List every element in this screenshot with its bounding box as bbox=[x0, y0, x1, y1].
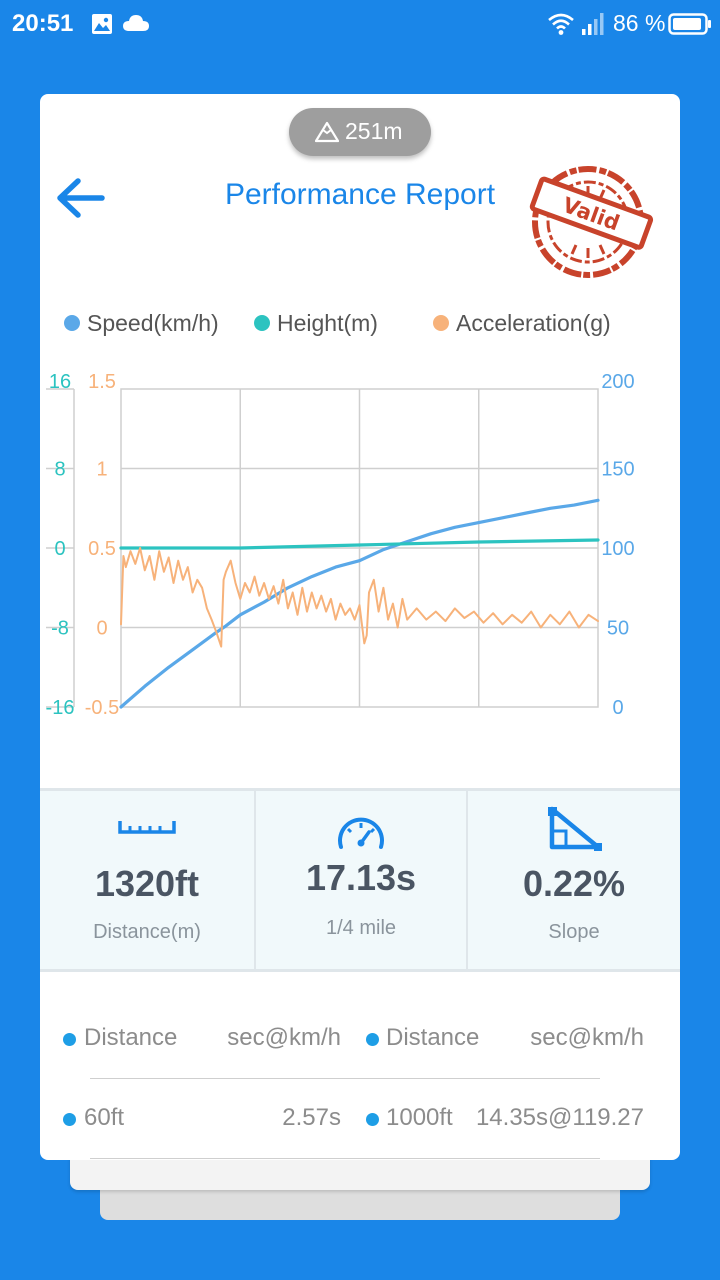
split-left-value: 2.57s bbox=[282, 1104, 341, 1131]
legend-dot-height bbox=[254, 315, 270, 331]
altitude-value: 251m bbox=[345, 118, 403, 144]
splits-header-row: Distance sec@km/h Distance sec@km/h bbox=[40, 1018, 680, 1058]
bullet-icon bbox=[63, 1033, 76, 1046]
legend-label-speed: Speed(km/h) bbox=[87, 309, 219, 336]
cloud-icon bbox=[123, 15, 149, 31]
chart-series-acceleration bbox=[120, 547, 599, 648]
splits-header-right-name: Distance bbox=[386, 1024, 480, 1051]
chart-tick-label-speed: 150 bbox=[601, 459, 634, 481]
chart-tick-label-acceleration: -0.5 bbox=[85, 697, 119, 719]
split-left-name: 60ft bbox=[84, 1104, 125, 1131]
chart-tick-label-acceleration: 0 bbox=[96, 618, 107, 640]
chart-tick-label-acceleration: 1.5 bbox=[88, 371, 116, 393]
slope-icon bbox=[548, 806, 602, 851]
legend-label-acceleration: Acceleration(g) bbox=[456, 309, 611, 336]
stat-slope-value: 0.22% bbox=[522, 863, 626, 904]
arrow-left-icon bbox=[57, 178, 105, 218]
speedometer-icon bbox=[338, 817, 384, 849]
chart-tick-label-acceleration: 0.5 bbox=[88, 538, 116, 560]
chart-tick-label-height: -8 bbox=[51, 618, 69, 640]
chart-tick-label-height: 0 bbox=[54, 538, 65, 560]
chart-tick-label-speed: 0 bbox=[612, 697, 623, 719]
stat-quarter-mile: 17.13s 1/4 mile bbox=[256, 791, 468, 969]
signal-icon bbox=[582, 13, 604, 35]
battery-icon bbox=[668, 13, 711, 35]
legend-height[interactable]: Height(m) bbox=[254, 308, 378, 338]
splits-header-left-value: sec@km/h bbox=[227, 1024, 341, 1051]
chart-series-height bbox=[119, 538, 600, 550]
legend-label-height: Height(m) bbox=[277, 309, 378, 336]
chart-series-speed bbox=[119, 498, 600, 709]
bullet-icon bbox=[366, 1113, 379, 1126]
split-right-value: 14.35s@119.27 bbox=[475, 1104, 644, 1131]
wifi-icon bbox=[548, 13, 574, 35]
gallery-icon bbox=[92, 14, 112, 34]
back-button[interactable] bbox=[54, 176, 110, 220]
bullet-icon bbox=[366, 1033, 379, 1046]
stat-slope: 0.22% Slope bbox=[468, 791, 680, 969]
splits-header-left-name: Distance bbox=[84, 1024, 178, 1051]
status-bar: 20:51 86 % bbox=[0, 0, 720, 48]
chart-tick-label-height: 8 bbox=[54, 459, 65, 481]
stat-quarter-mile-value: 17.13s bbox=[305, 857, 417, 898]
stat-distance-label: Distance(m) bbox=[93, 921, 201, 943]
chart-tick-label-acceleration: 1 bbox=[96, 459, 107, 481]
status-time: 20:51 bbox=[12, 10, 74, 37]
stats-panel: 1320ft Distance(m) 17.13s 1/4 mile 0 bbox=[40, 788, 680, 972]
legend-dot-acceleration bbox=[433, 315, 449, 331]
chart-tick-label-height: -16 bbox=[46, 697, 75, 719]
report-card: 251m Performance Report Valid Speed(km/h… bbox=[40, 94, 680, 1160]
legend-dot-speed bbox=[64, 315, 80, 331]
bullet-icon bbox=[63, 1113, 76, 1126]
splits-header-right-value: sec@km/h bbox=[530, 1024, 644, 1051]
chart-tick-label-speed: 200 bbox=[601, 371, 634, 393]
chart-tick-label-height: 16 bbox=[49, 371, 71, 393]
legend-speed[interactable]: Speed(km/h) bbox=[64, 308, 219, 338]
splits-divider bbox=[90, 1158, 600, 1159]
stat-quarter-mile-label: 1/4 mile bbox=[325, 917, 397, 939]
performance-chart: 16 8 0 -8 -16 1.5 1 0.5 0 -0.5 200 150 100 50 0 bbox=[46, 371, 635, 719]
altitude-badge: 251m bbox=[289, 108, 431, 156]
chart-tick-label-speed: 50 bbox=[607, 618, 629, 640]
split-right-name: 1000ft bbox=[386, 1104, 453, 1131]
mountain-icon bbox=[315, 121, 339, 143]
table-row: 60ft 2.57s 1000ft 14.35s@119.27 bbox=[40, 1098, 680, 1138]
valid-stamp: Valid bbox=[529, 166, 654, 278]
chart-tick-label-speed: 100 bbox=[601, 538, 634, 560]
stat-distance-value: 1320ft bbox=[94, 863, 200, 904]
splits-divider bbox=[90, 1078, 600, 1079]
stat-distance: 1320ft Distance(m) bbox=[40, 791, 256, 969]
page-title: Performance Report bbox=[224, 178, 496, 211]
legend-acceleration[interactable]: Acceleration(g) bbox=[433, 308, 611, 338]
ruler-icon bbox=[118, 821, 176, 834]
stat-slope-label: Slope bbox=[548, 921, 600, 943]
battery-percent: 86 % bbox=[613, 10, 666, 36]
